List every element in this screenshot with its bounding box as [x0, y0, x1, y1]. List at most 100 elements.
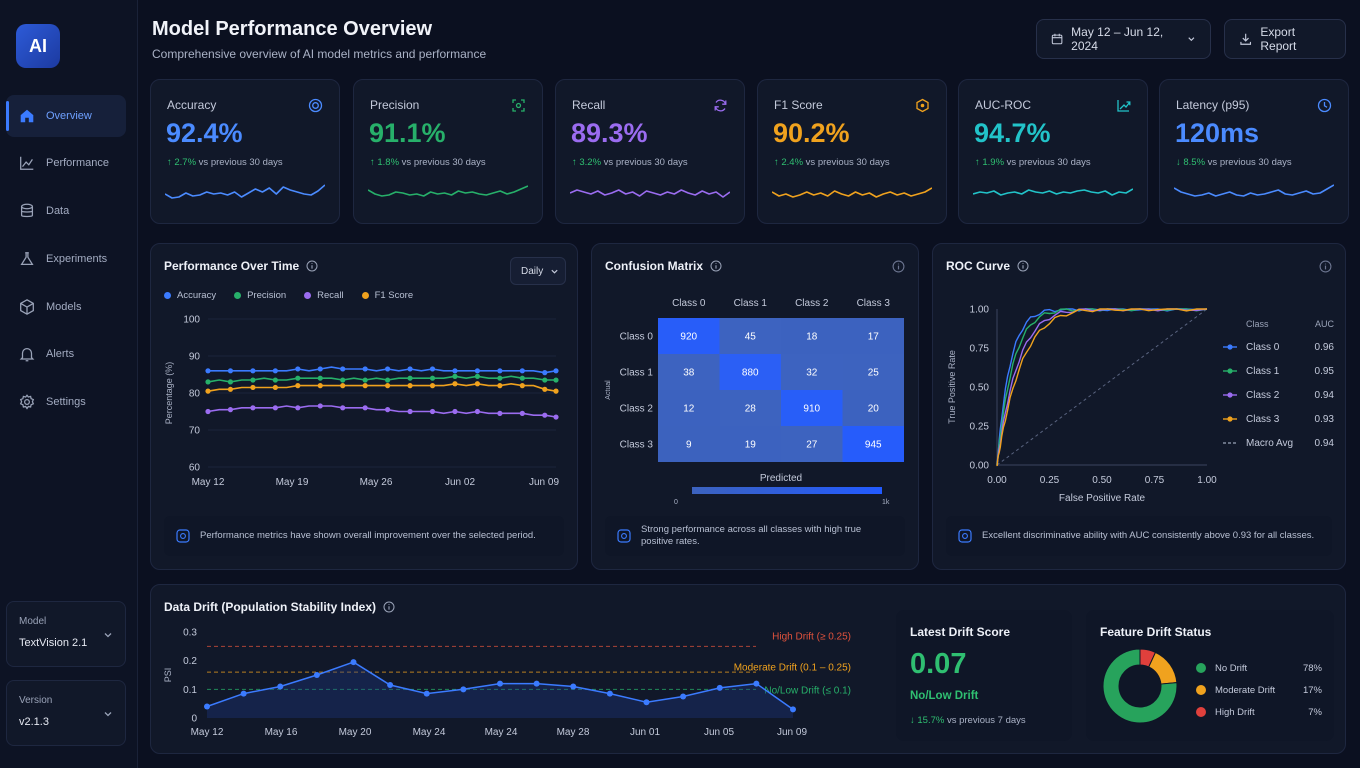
kpi-card-recall[interactable]: Recall 89.3% ↑ 3.2% vs previous 30 days: [555, 79, 745, 224]
model-selector[interactable]: Model TextVision 2.1: [6, 601, 126, 667]
legend-label: F1 Score: [374, 290, 414, 301]
x-tick-label: Jun 09: [777, 727, 807, 738]
x-axis-label: False Positive Rate: [1059, 493, 1146, 504]
data-point: [452, 408, 458, 415]
data-point: [250, 377, 256, 383]
date-range-picker[interactable]: May 12 – Jun 12, 2024: [1036, 19, 1211, 59]
data-point: [407, 383, 413, 389]
app-logo: AI: [16, 24, 60, 68]
data-point: [519, 410, 525, 416]
sidebar-item-overview[interactable]: Overview: [6, 95, 126, 137]
latest-drift-title: Latest Drift Score: [910, 625, 1011, 639]
heatmap-cell: [781, 318, 843, 354]
heatmap-cell: [658, 426, 720, 462]
kpi-card-latency-p95[interactable]: Latency (p95) 120ms ↓ 8.5% vs previous 30 …: [1159, 79, 1349, 224]
kpi-delta: ↑ 1.9% vs previous 30 days: [975, 157, 1091, 168]
legend-item-precision[interactable]: Precision: [234, 290, 286, 301]
data-point: [680, 693, 687, 700]
y-tick-label: 60: [189, 463, 201, 474]
flask-icon: [20, 252, 34, 266]
delta-text: vs previous 30 days: [196, 157, 283, 168]
database-icon: [20, 203, 34, 218]
chevron-down-icon: [1188, 37, 1195, 42]
data-point: [753, 680, 760, 687]
model-label: Model: [19, 616, 47, 627]
info-icon[interactable]: [1319, 260, 1332, 273]
data-point: [205, 408, 211, 415]
info-icon[interactable]: [892, 260, 905, 273]
target-icon: [308, 98, 323, 113]
y-tick-label: 0: [191, 714, 197, 725]
panel-title: Data Drift (Population Stability Index): [164, 600, 395, 614]
panel-title: Confusion Matrix: [605, 259, 722, 273]
x-tick-label: May 24: [413, 727, 446, 738]
bell-icon: [19, 347, 35, 362]
data-point: [272, 368, 278, 374]
cell-value: 28: [745, 404, 757, 415]
trend-up-icon: [1117, 100, 1131, 112]
data-point: [317, 375, 323, 381]
kpi-card-precision[interactable]: Precision 91.1% ↑ 1.8% vs previous 30 days: [353, 79, 543, 224]
kpi-delta: ↑ 1.8% vs previous 30 days: [370, 157, 486, 168]
legend-marker: [1227, 368, 1233, 374]
sidebar-item-label: Alerts: [46, 348, 75, 360]
row-label: Class 1: [620, 368, 654, 379]
legend-dot: [304, 292, 312, 299]
data-point: [340, 377, 346, 383]
sidebar-item-models[interactable]: Models: [6, 286, 126, 328]
legend-label: Macro Avg: [1246, 438, 1293, 449]
legend-label: Precision: [247, 290, 287, 301]
kpi-delta: ↓ 8.5% vs previous 30 days: [1176, 157, 1292, 168]
confusion-title: Confusion Matrix: [605, 259, 703, 273]
export-report-label: Export Report: [1260, 25, 1297, 53]
sidebar-item-alerts[interactable]: Alerts: [6, 333, 126, 375]
version-selector[interactable]: Version v2.1.3: [6, 680, 126, 746]
kpi-card-auc-roc[interactable]: AUC-ROC 94.7% ↑ 1.9% vs previous 30 days: [958, 79, 1148, 224]
data-point: [227, 407, 234, 413]
insight-text: Excellent discriminative ability with AU…: [982, 530, 1315, 541]
panel-title: ROC Curve: [946, 259, 1029, 273]
kpi-card-f1-score[interactable]: F1 Score 90.2% ↑ 2.4% vs previous 30 days: [757, 79, 947, 224]
cube-icon: [20, 299, 34, 315]
insight-icon: [176, 529, 190, 543]
clock-icon: [1317, 98, 1332, 113]
legend-item-recall[interactable]: Recall: [304, 290, 344, 301]
info-icon[interactable]: [306, 260, 318, 272]
sparkline: [973, 188, 1133, 196]
cell-value: 945: [865, 440, 882, 451]
drift-line-chart: 0.3 0.2 0.1 0 PSI High Drift (≥ 0.25) Moderate…: [163, 628, 851, 739]
sidebar-item-experiments[interactable]: Experiments: [6, 238, 126, 280]
data-point: [317, 383, 323, 389]
legend-item-f1-score[interactable]: F1 Score: [361, 290, 414, 301]
delta-text: vs previous 30 days: [803, 157, 890, 168]
sidebar-item-performance[interactable]: Performance: [6, 142, 126, 184]
sidebar-item-data[interactable]: Data: [6, 190, 126, 232]
latest-drift-score-card: Latest Drift Score 0.07 No/Low Drift ↓ 1…: [896, 610, 1072, 741]
legend-item-accuracy[interactable]: Accuracy: [164, 290, 216, 301]
x-tick-label: 0.50: [1092, 475, 1112, 486]
info-icon[interactable]: [383, 601, 395, 613]
performance-over-time-panel: Performance Over Time Daily Accuracy Prec…: [150, 243, 578, 570]
info-icon[interactable]: [710, 260, 722, 272]
legend-label: Class 3: [1246, 414, 1280, 425]
export-report-button[interactable]: Export Report: [1224, 19, 1346, 59]
data-point: [497, 680, 503, 687]
x-tick-label: May 16: [265, 727, 298, 738]
info-icon[interactable]: [1017, 260, 1029, 272]
sparkline: [368, 185, 528, 197]
donut-legend: No Drift 78% Moderate Drift 17% High Drift 7%: [1196, 657, 1322, 723]
delta-text: vs previous 30 days: [601, 157, 688, 168]
date-range-label: May 12 – Jun 12, 2024: [1071, 25, 1164, 53]
kpi-card-accuracy[interactable]: Accuracy 92.4% ↑ 2.7% vs previous 30 days: [150, 79, 340, 224]
sidebar-item-settings[interactable]: Settings: [6, 381, 126, 423]
x-tick-label: Jun 02: [445, 477, 475, 488]
donut-slice-no-drift: [1102, 648, 1178, 724]
data-point: [519, 368, 525, 374]
data-point: [205, 379, 211, 385]
y-tick-label: 0.00: [970, 461, 990, 472]
data-point: [205, 388, 211, 394]
legend-label: Accuracy: [177, 290, 217, 301]
granularity-select[interactable]: Daily: [510, 257, 566, 285]
legend-label: Moderate Drift: [1215, 684, 1276, 696]
delta-value: ↑ 2.4%: [774, 157, 804, 168]
